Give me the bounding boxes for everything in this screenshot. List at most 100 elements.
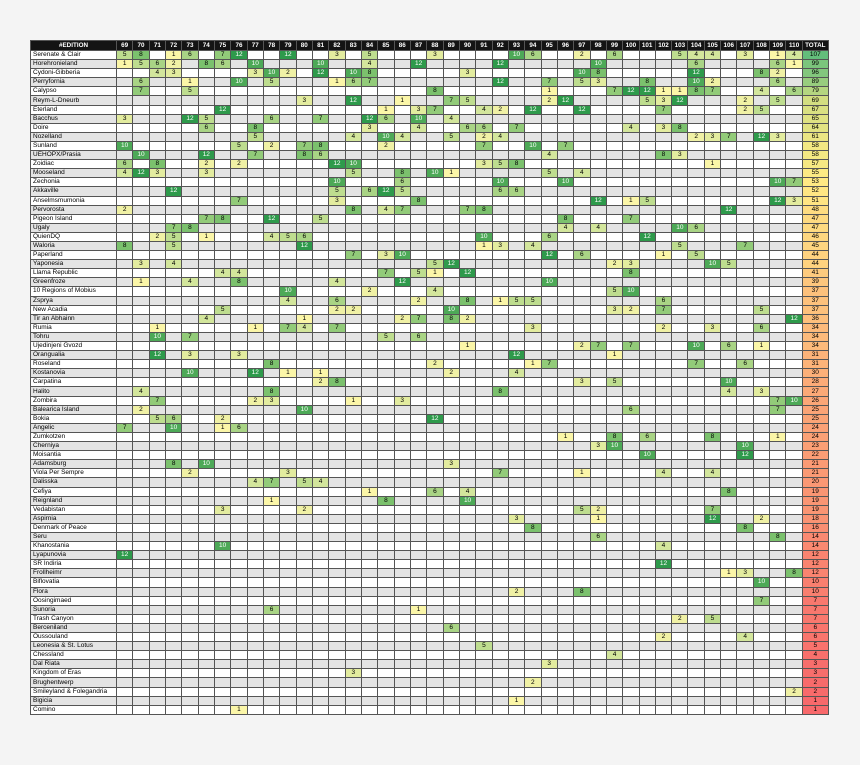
- empty-cell: [442, 268, 460, 279]
- table-row: SR Indiria 12 12: [30, 559, 829, 570]
- score-cell: 3: [491, 240, 509, 252]
- empty-cell: [344, 522, 362, 533]
- score-cell: 2: [605, 259, 624, 270]
- empty-cell: [785, 595, 803, 606]
- empty-cell: [148, 559, 166, 570]
- empty-cell: [491, 286, 509, 297]
- empty-cell: [262, 677, 281, 688]
- empty-cell: [638, 340, 656, 352]
- score-cell: 4: [393, 131, 411, 142]
- empty-cell: [409, 431, 428, 443]
- header-edition-85: 85: [377, 40, 395, 51]
- empty-cell: [736, 677, 754, 688]
- header-edition-70: 70: [132, 40, 150, 51]
- empty-cell: [115, 377, 134, 388]
- score-cell: 1: [507, 695, 526, 706]
- empty-cell: [573, 195, 591, 206]
- empty-cell: [589, 641, 607, 652]
- empty-cell: [507, 131, 526, 142]
- empty-cell: [328, 368, 346, 379]
- empty-cell: [638, 504, 656, 515]
- empty-cell: [132, 459, 150, 470]
- empty-cell: [262, 159, 281, 170]
- empty-cell: [132, 586, 150, 597]
- empty-cell: [393, 468, 411, 479]
- empty-cell: [654, 513, 673, 524]
- empty-cell: [769, 86, 787, 97]
- empty-cell: [622, 504, 640, 515]
- empty-cell: [703, 222, 722, 233]
- empty-cell: [181, 95, 199, 106]
- score-cell: 8: [311, 140, 330, 152]
- empty-cell: [197, 677, 215, 688]
- empty-cell: [197, 486, 215, 497]
- empty-cell: [164, 331, 183, 343]
- empty-cell: [703, 113, 722, 124]
- table-row: Cefiya 1 6 4 8 19: [30, 486, 829, 497]
- empty-cell: [687, 504, 705, 515]
- empty-cell: [328, 595, 346, 606]
- empty-cell: [197, 77, 215, 88]
- empty-cell: [556, 659, 575, 670]
- empty-cell: [573, 641, 591, 652]
- header-edition-79: 79: [279, 40, 297, 51]
- empty-cell: [475, 622, 493, 634]
- empty-cell: [279, 531, 297, 543]
- empty-cell: [524, 395, 542, 406]
- country-name: Smileyland & Folegandria: [30, 686, 117, 697]
- score-cell: 2: [654, 322, 673, 333]
- empty-cell: [246, 650, 264, 661]
- empty-cell: [132, 159, 150, 170]
- empty-cell: [605, 159, 624, 170]
- empty-cell: [573, 86, 591, 97]
- empty-cell: [360, 350, 379, 361]
- empty-cell: [377, 577, 395, 588]
- empty-cell: [246, 204, 264, 215]
- total-cell: 44: [801, 259, 829, 270]
- empty-cell: [115, 595, 134, 606]
- empty-cell: [213, 495, 232, 506]
- empty-cell: [605, 631, 624, 643]
- empty-cell: [458, 286, 477, 297]
- empty-cell: [703, 459, 722, 470]
- score-cell: 6: [785, 86, 803, 97]
- empty-cell: [311, 286, 330, 297]
- empty-cell: [181, 204, 199, 215]
- score-cell: 3: [703, 322, 722, 333]
- total-cell: 12: [801, 568, 829, 579]
- score-cell: 12: [279, 49, 297, 61]
- empty-cell: [622, 559, 640, 570]
- empty-cell: [491, 486, 509, 497]
- empty-cell: [115, 250, 134, 261]
- empty-cell: [262, 304, 281, 315]
- score-cell: 3: [213, 504, 232, 515]
- empty-cell: [671, 486, 689, 497]
- empty-cell: [687, 313, 705, 324]
- empty-cell: [540, 313, 558, 324]
- empty-cell: [475, 313, 493, 324]
- empty-cell: [426, 622, 444, 634]
- empty-cell: [132, 422, 150, 433]
- empty-cell: [344, 450, 362, 461]
- empty-cell: [671, 586, 689, 597]
- empty-cell: [622, 59, 640, 70]
- empty-cell: [654, 622, 673, 634]
- empty-cell: [426, 659, 444, 670]
- score-cell: 4: [475, 104, 493, 115]
- empty-cell: [491, 195, 509, 206]
- empty-cell: [197, 622, 215, 634]
- empty-cell: [393, 404, 411, 415]
- empty-cell: [507, 104, 526, 115]
- empty-cell: [605, 295, 624, 306]
- empty-cell: [262, 622, 281, 634]
- empty-cell: [638, 295, 656, 306]
- empty-cell: [573, 140, 591, 152]
- table-row: Flora 2 8 10: [30, 586, 829, 597]
- empty-cell: [507, 559, 526, 570]
- empty-cell: [491, 377, 509, 388]
- score-cell: 2: [115, 204, 134, 215]
- empty-cell: [654, 695, 673, 706]
- empty-cell: [556, 340, 575, 352]
- empty-cell: [720, 650, 738, 661]
- empty-cell: [605, 695, 624, 706]
